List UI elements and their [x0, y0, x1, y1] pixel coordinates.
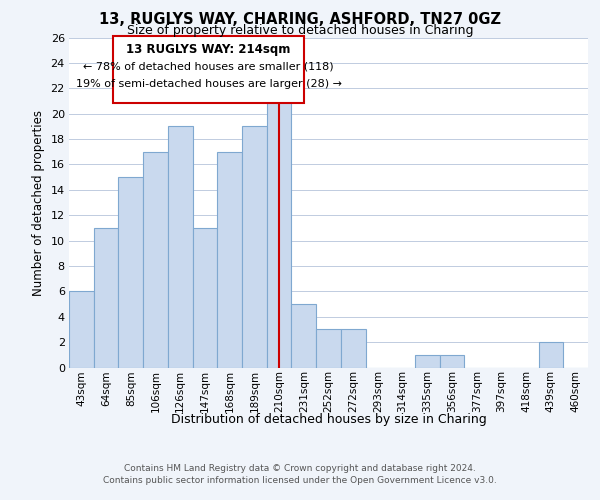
Bar [193, 228, 217, 368]
Text: 13 RUGLYS WAY: 214sqm: 13 RUGLYS WAY: 214sqm [127, 42, 291, 56]
Bar [168, 126, 193, 368]
Bar [69, 292, 94, 368]
Bar [316, 330, 341, 368]
Bar [242, 126, 267, 368]
Bar [341, 330, 365, 368]
Text: Size of property relative to detached houses in Charing: Size of property relative to detached ho… [127, 24, 473, 37]
Text: 13, RUGLYS WAY, CHARING, ASHFORD, TN27 0GZ: 13, RUGLYS WAY, CHARING, ASHFORD, TN27 0… [99, 12, 501, 28]
Text: ← 78% of detached houses are smaller (118): ← 78% of detached houses are smaller (11… [83, 62, 334, 72]
Bar [292, 304, 316, 368]
Bar [94, 228, 118, 368]
Bar [267, 76, 292, 368]
Bar [415, 355, 440, 368]
Text: Contains HM Land Registry data © Crown copyright and database right 2024.: Contains HM Land Registry data © Crown c… [124, 464, 476, 473]
FancyBboxPatch shape [113, 36, 304, 104]
Bar [118, 177, 143, 368]
Text: Contains public sector information licensed under the Open Government Licence v3: Contains public sector information licen… [103, 476, 497, 485]
Bar [440, 355, 464, 368]
Text: 19% of semi-detached houses are larger (28) →: 19% of semi-detached houses are larger (… [76, 80, 341, 90]
Text: Distribution of detached houses by size in Charing: Distribution of detached houses by size … [171, 412, 487, 426]
Bar [143, 152, 168, 368]
Y-axis label: Number of detached properties: Number of detached properties [32, 110, 45, 296]
Bar [217, 152, 242, 368]
Bar [539, 342, 563, 367]
